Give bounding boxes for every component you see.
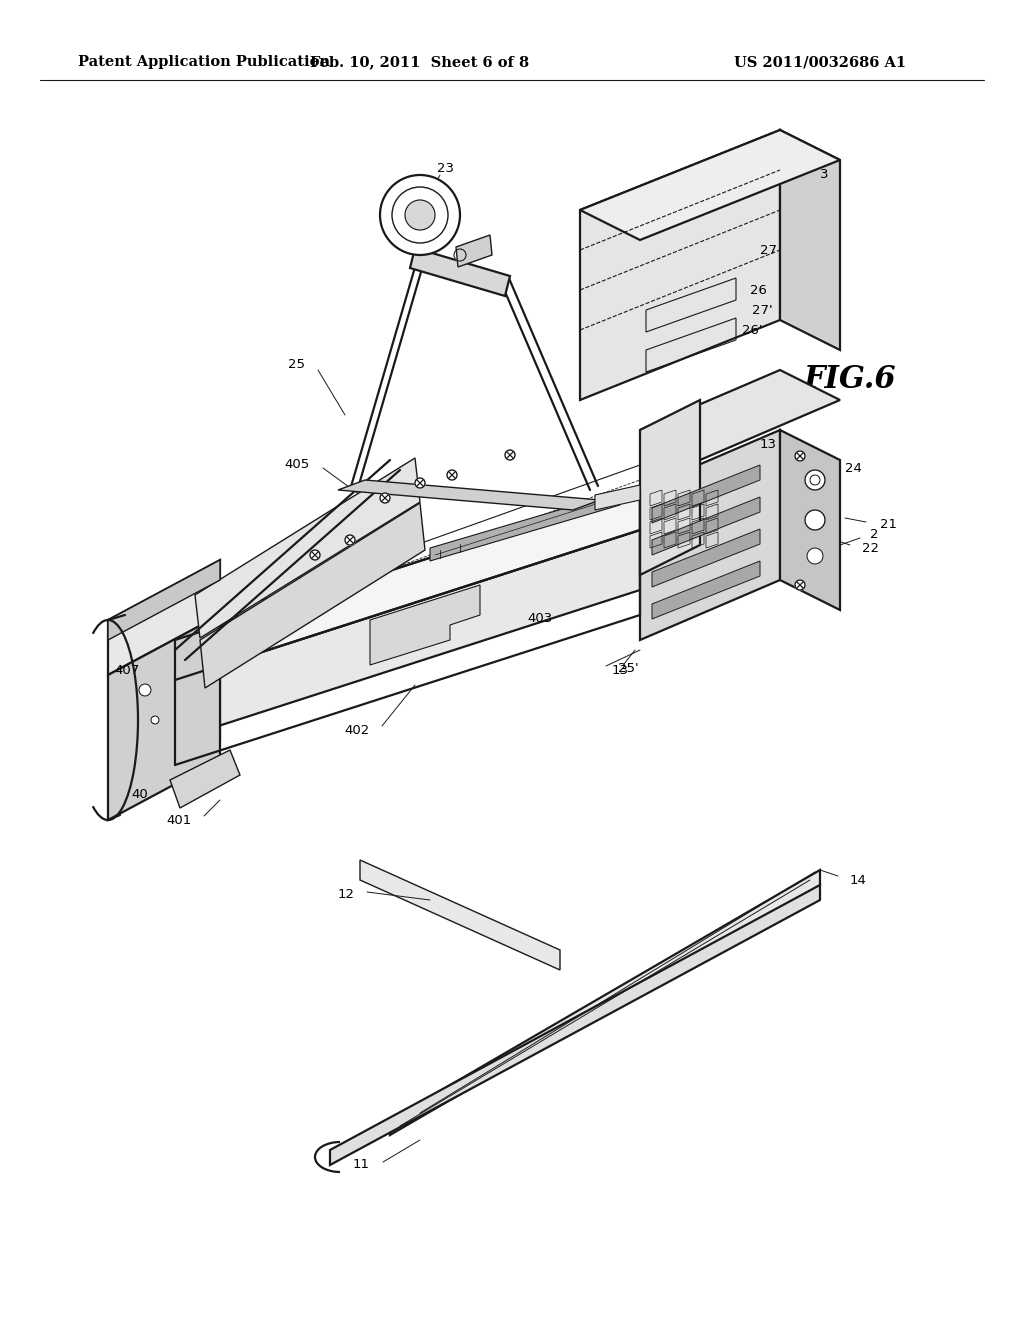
- Text: 26': 26': [742, 323, 763, 337]
- Polygon shape: [652, 561, 760, 619]
- Circle shape: [795, 579, 805, 590]
- Text: 405: 405: [285, 458, 310, 471]
- Text: 403: 403: [527, 611, 553, 624]
- Circle shape: [454, 249, 466, 261]
- Text: Patent Application Publication: Patent Application Publication: [78, 55, 330, 69]
- Text: 404: 404: [215, 614, 240, 627]
- Text: 27': 27': [752, 304, 773, 317]
- Polygon shape: [780, 430, 840, 610]
- Text: 12: 12: [338, 888, 355, 902]
- Polygon shape: [195, 458, 420, 638]
- Text: 11: 11: [353, 1159, 370, 1172]
- Polygon shape: [330, 884, 820, 1166]
- Polygon shape: [780, 129, 840, 350]
- Text: 27: 27: [760, 243, 777, 256]
- Polygon shape: [640, 430, 780, 640]
- Circle shape: [447, 470, 457, 480]
- Polygon shape: [595, 484, 640, 510]
- Polygon shape: [580, 129, 840, 240]
- Text: 406: 406: [237, 573, 262, 586]
- Circle shape: [807, 548, 823, 564]
- Circle shape: [139, 684, 151, 696]
- Circle shape: [805, 510, 825, 531]
- Text: US 2011/0032686 A1: US 2011/0032686 A1: [734, 55, 906, 69]
- Polygon shape: [108, 560, 220, 640]
- Polygon shape: [580, 129, 780, 400]
- Polygon shape: [108, 615, 220, 820]
- Text: 22: 22: [862, 541, 879, 554]
- Polygon shape: [370, 585, 480, 665]
- Text: FIG.6: FIG.6: [804, 364, 896, 396]
- Text: 1: 1: [261, 564, 270, 577]
- Circle shape: [380, 176, 460, 255]
- Circle shape: [345, 535, 355, 545]
- Text: 21: 21: [880, 519, 897, 532]
- Polygon shape: [200, 503, 425, 688]
- Text: 3: 3: [820, 169, 828, 181]
- Text: Feb. 10, 2011  Sheet 6 of 8: Feb. 10, 2011 Sheet 6 of 8: [310, 55, 529, 69]
- Polygon shape: [108, 560, 220, 675]
- Polygon shape: [640, 370, 840, 459]
- Text: 13: 13: [612, 664, 629, 676]
- Polygon shape: [652, 529, 760, 587]
- Circle shape: [310, 550, 319, 560]
- Circle shape: [505, 450, 515, 459]
- Text: 26: 26: [750, 284, 767, 297]
- Polygon shape: [170, 750, 240, 808]
- Polygon shape: [360, 861, 560, 970]
- Text: 2: 2: [870, 528, 879, 541]
- Polygon shape: [430, 492, 620, 561]
- Polygon shape: [410, 248, 510, 296]
- Polygon shape: [652, 465, 760, 523]
- Text: 23: 23: [436, 161, 454, 174]
- Circle shape: [151, 715, 159, 723]
- Polygon shape: [390, 870, 820, 1135]
- Text: 13: 13: [760, 438, 777, 451]
- Circle shape: [805, 470, 825, 490]
- Text: 25': 25': [618, 661, 639, 675]
- Polygon shape: [175, 531, 640, 741]
- Polygon shape: [175, 615, 220, 766]
- Polygon shape: [175, 490, 640, 680]
- Text: 407: 407: [115, 664, 140, 676]
- Text: 25: 25: [288, 359, 305, 371]
- Circle shape: [380, 492, 390, 503]
- Text: 402: 402: [345, 723, 370, 737]
- Text: 14: 14: [850, 874, 867, 887]
- Circle shape: [795, 451, 805, 461]
- Circle shape: [406, 201, 435, 230]
- Polygon shape: [456, 235, 492, 267]
- Circle shape: [392, 187, 449, 243]
- Text: 401: 401: [167, 813, 193, 826]
- Polygon shape: [652, 498, 760, 554]
- Text: 40: 40: [131, 788, 148, 801]
- Polygon shape: [640, 400, 700, 576]
- Text: 24: 24: [845, 462, 862, 474]
- Circle shape: [415, 478, 425, 488]
- Polygon shape: [338, 480, 600, 510]
